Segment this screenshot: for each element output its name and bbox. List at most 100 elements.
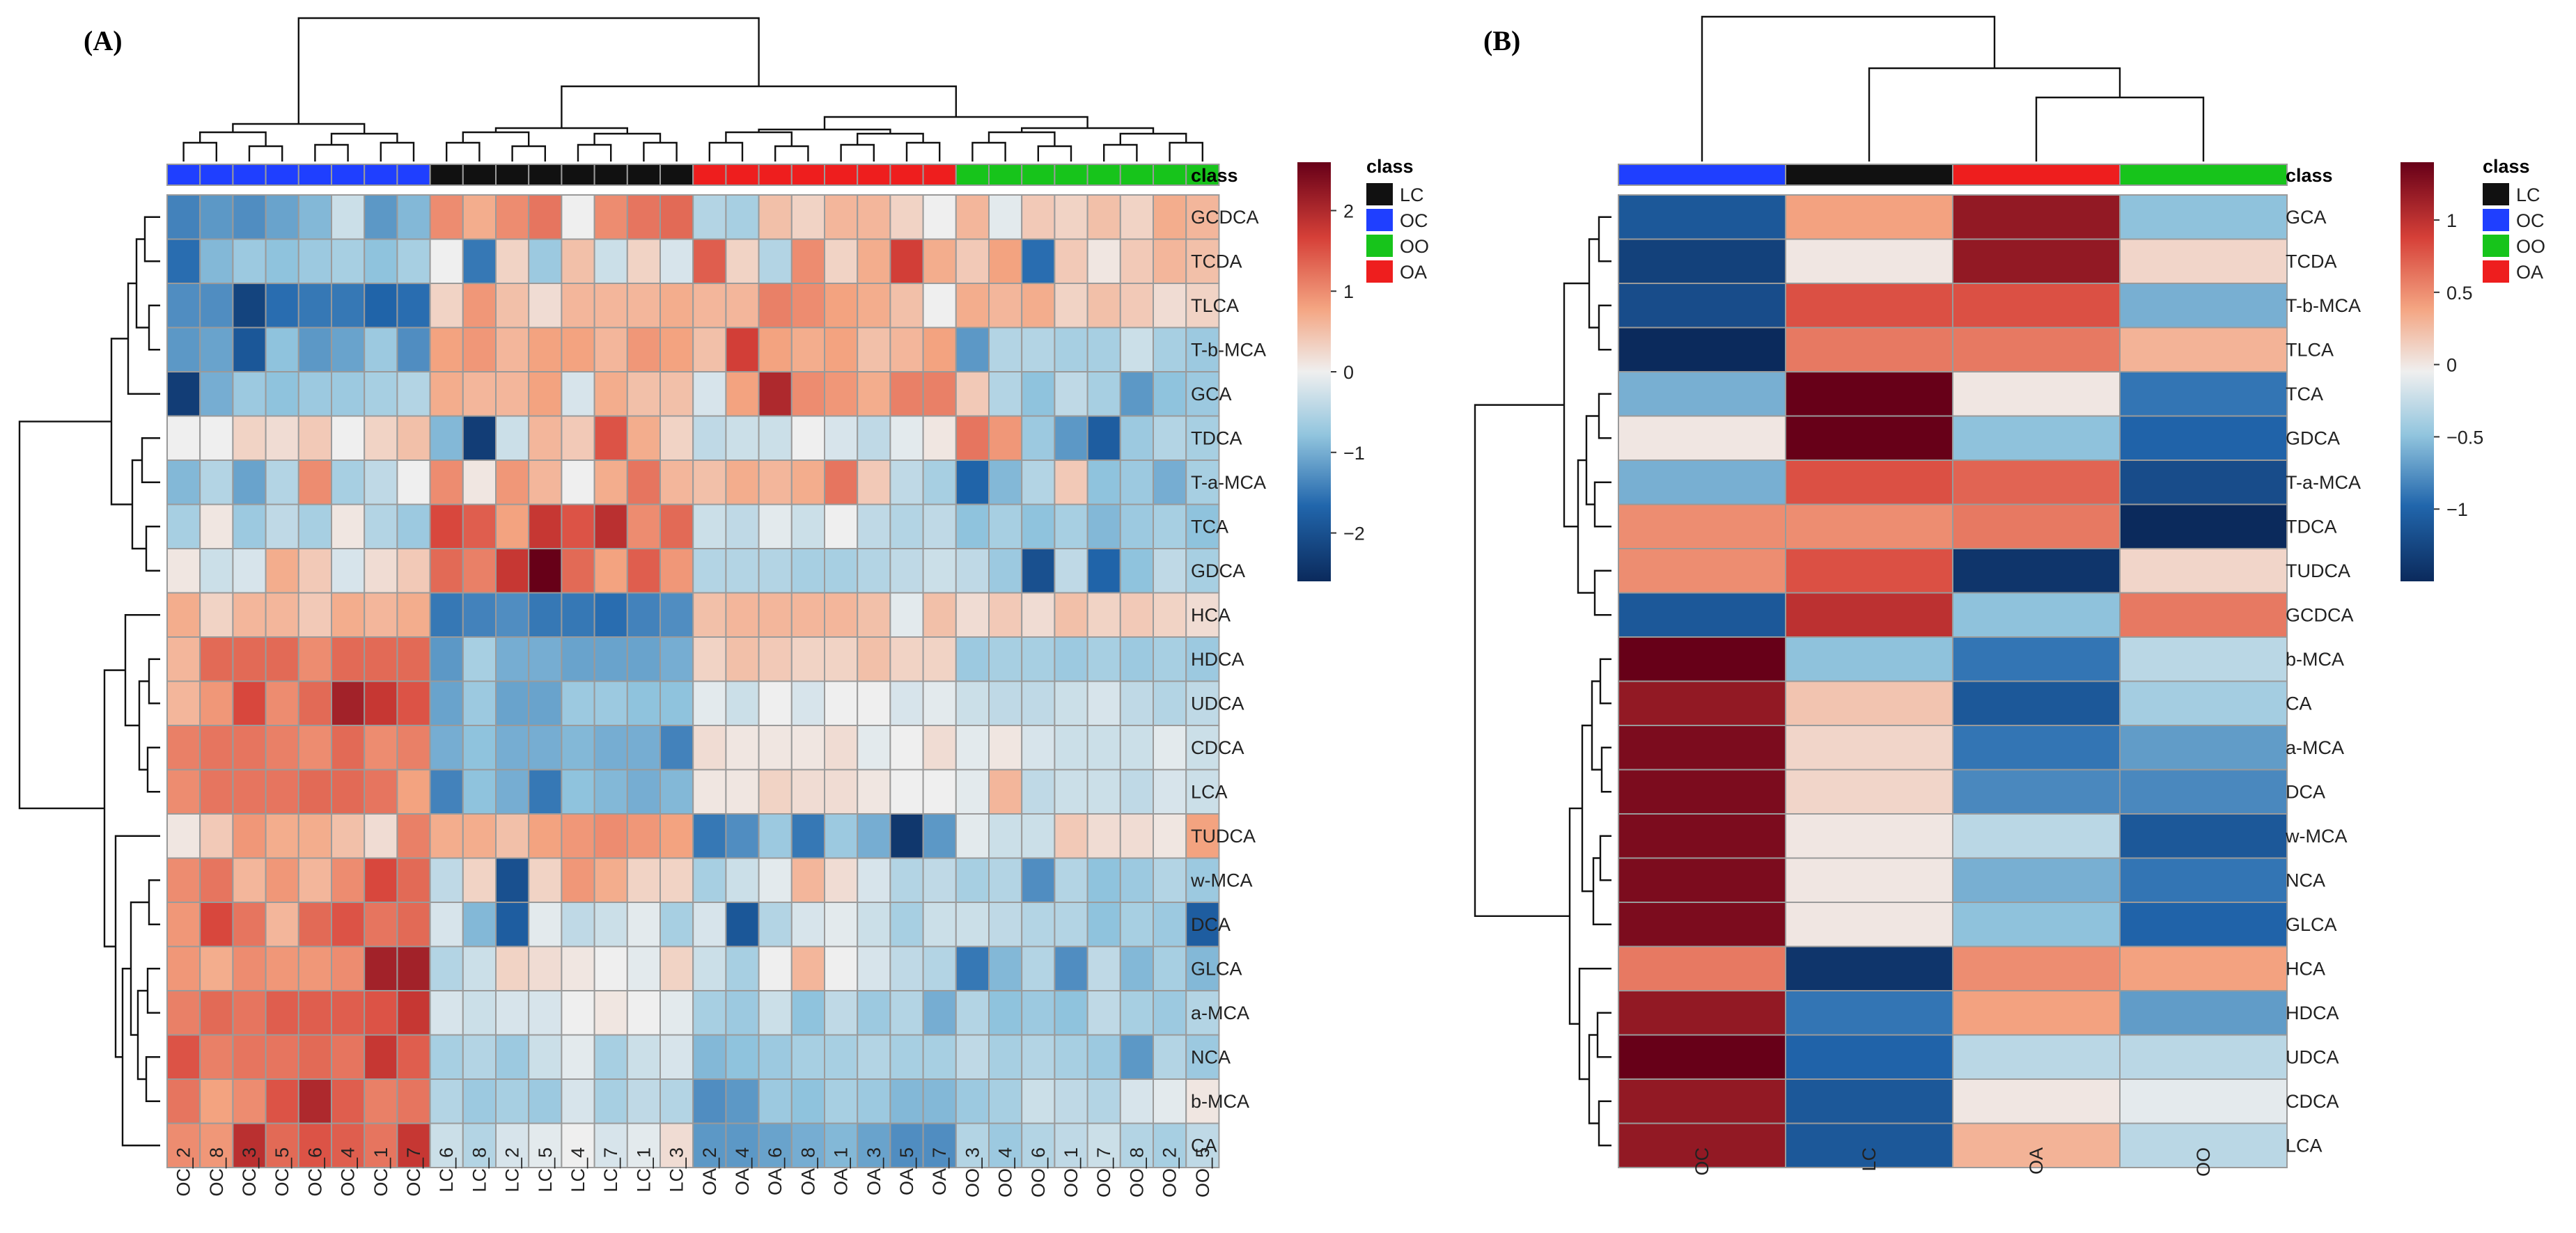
heatmap-cell — [824, 902, 859, 948]
class-strip-cell — [889, 164, 924, 186]
heatmap-cell — [1119, 503, 1155, 549]
row-label: LCA — [1191, 781, 1228, 802]
heatmap-cell — [1153, 857, 1187, 903]
heatmap-cell — [232, 680, 267, 726]
row-label: GCA — [1191, 384, 1232, 405]
heatmap-cell — [790, 503, 826, 549]
column-label: OC_2 — [173, 1147, 194, 1197]
heatmap-cell — [232, 857, 267, 903]
heatmap-cell — [790, 725, 826, 771]
heatmap-cell — [297, 503, 332, 549]
heatmap-cell — [2119, 194, 2288, 240]
heatmap-cell — [922, 548, 957, 594]
heatmap-cell — [659, 680, 694, 726]
row-label: CA — [2286, 693, 2312, 714]
heatmap-cell — [725, 902, 760, 948]
heatmap-cell — [692, 503, 727, 549]
heatmap-cell — [495, 194, 530, 240]
heatmap-cell — [2119, 1034, 2288, 1080]
heatmap-cell — [199, 945, 234, 991]
heatmap-cell — [758, 327, 793, 372]
heatmap-cell — [429, 1034, 464, 1080]
heatmap-cell — [2119, 857, 2288, 903]
legend-label: LC — [1400, 184, 1424, 205]
heatmap-cell — [1086, 283, 1121, 329]
heatmap-cell — [922, 857, 957, 903]
heatmap-cell — [1054, 415, 1088, 461]
heatmap-cell — [1086, 680, 1121, 726]
heatmap-cell — [824, 857, 859, 903]
row-label: TUDCA — [2286, 560, 2350, 581]
heatmap-cell — [1054, 769, 1088, 815]
heatmap-cell — [1119, 945, 1155, 991]
heatmap-cell — [659, 283, 694, 329]
heatmap-cell — [396, 857, 431, 903]
heatmap-cell — [265, 945, 299, 991]
heatmap-cell — [1185, 990, 1220, 1036]
heatmap-cell — [265, 902, 299, 948]
heatmap-cell — [2119, 725, 2288, 771]
heatmap-cell — [790, 460, 826, 505]
heatmap-cell — [922, 194, 957, 240]
heatmap-cell — [396, 990, 431, 1036]
heatmap-cell — [528, 945, 563, 991]
heatmap-cell — [790, 283, 826, 329]
heatmap-cell — [1021, 1122, 1056, 1168]
legend-swatch — [2483, 209, 2509, 231]
heatmap-cell — [199, 327, 234, 372]
heatmap-cell — [889, 1034, 924, 1080]
heatmap-cell — [232, 769, 267, 815]
heatmap-cell — [166, 327, 201, 372]
heatmap-cell — [1054, 371, 1088, 417]
heatmap-cell — [1153, 769, 1187, 815]
heatmap-cell — [889, 371, 924, 417]
heatmap-cell — [626, 194, 661, 240]
heatmap-cell — [331, 238, 366, 284]
heatmap-cell — [1054, 194, 1088, 240]
heatmap-cell — [955, 371, 990, 417]
heatmap-cell — [364, 725, 398, 771]
heatmap-cell — [1086, 460, 1121, 505]
row-label: TUDCA — [1191, 826, 1256, 847]
heatmap-cell — [824, 725, 859, 771]
heatmap-cell — [265, 460, 299, 505]
heatmap-cell — [364, 592, 398, 638]
heatmap-cell — [626, 371, 661, 417]
heatmap-cell — [166, 238, 201, 284]
heatmap-cell — [561, 503, 595, 549]
heatmap-cell — [1952, 725, 2121, 771]
heatmap-cell — [396, 902, 431, 948]
heatmap-cell — [528, 548, 563, 594]
class-strip-cell — [857, 164, 891, 186]
heatmap-cell — [462, 813, 497, 859]
heatmap-cell — [1086, 548, 1121, 594]
class-strip-cell — [692, 164, 727, 186]
heatmap-cell — [593, 327, 628, 372]
heatmap-cell — [659, 371, 694, 417]
heatmap-cell — [1785, 460, 1953, 505]
heatmap-cell — [528, 813, 563, 859]
class-strip-cell — [659, 164, 694, 186]
heatmap-cell — [1785, 990, 1953, 1036]
heatmap-cell — [725, 680, 760, 726]
heatmap-cell — [1785, 238, 1953, 284]
column-label: OO_3 — [962, 1147, 983, 1197]
heatmap-cell — [232, 460, 267, 505]
heatmap-cell — [429, 283, 464, 329]
heatmap-cell — [857, 725, 891, 771]
heatmap-cell — [1785, 902, 1953, 948]
heatmap-cell — [824, 460, 859, 505]
heatmap-cell — [199, 813, 234, 859]
heatmap-cell — [429, 725, 464, 771]
heatmap-cell — [1021, 857, 1056, 903]
heatmap-cell — [331, 548, 366, 594]
row-label: HDCA — [2286, 1003, 2339, 1023]
heatmap-cell — [1618, 945, 1786, 991]
heatmap-cell — [1054, 238, 1088, 284]
class-strip-cell — [364, 164, 398, 186]
heatmap-cell — [429, 945, 464, 991]
heatmap-cell — [922, 415, 957, 461]
heatmap-cell — [331, 1122, 366, 1168]
heatmap-cell — [1054, 327, 1088, 372]
heatmap-cell — [1785, 636, 1953, 682]
